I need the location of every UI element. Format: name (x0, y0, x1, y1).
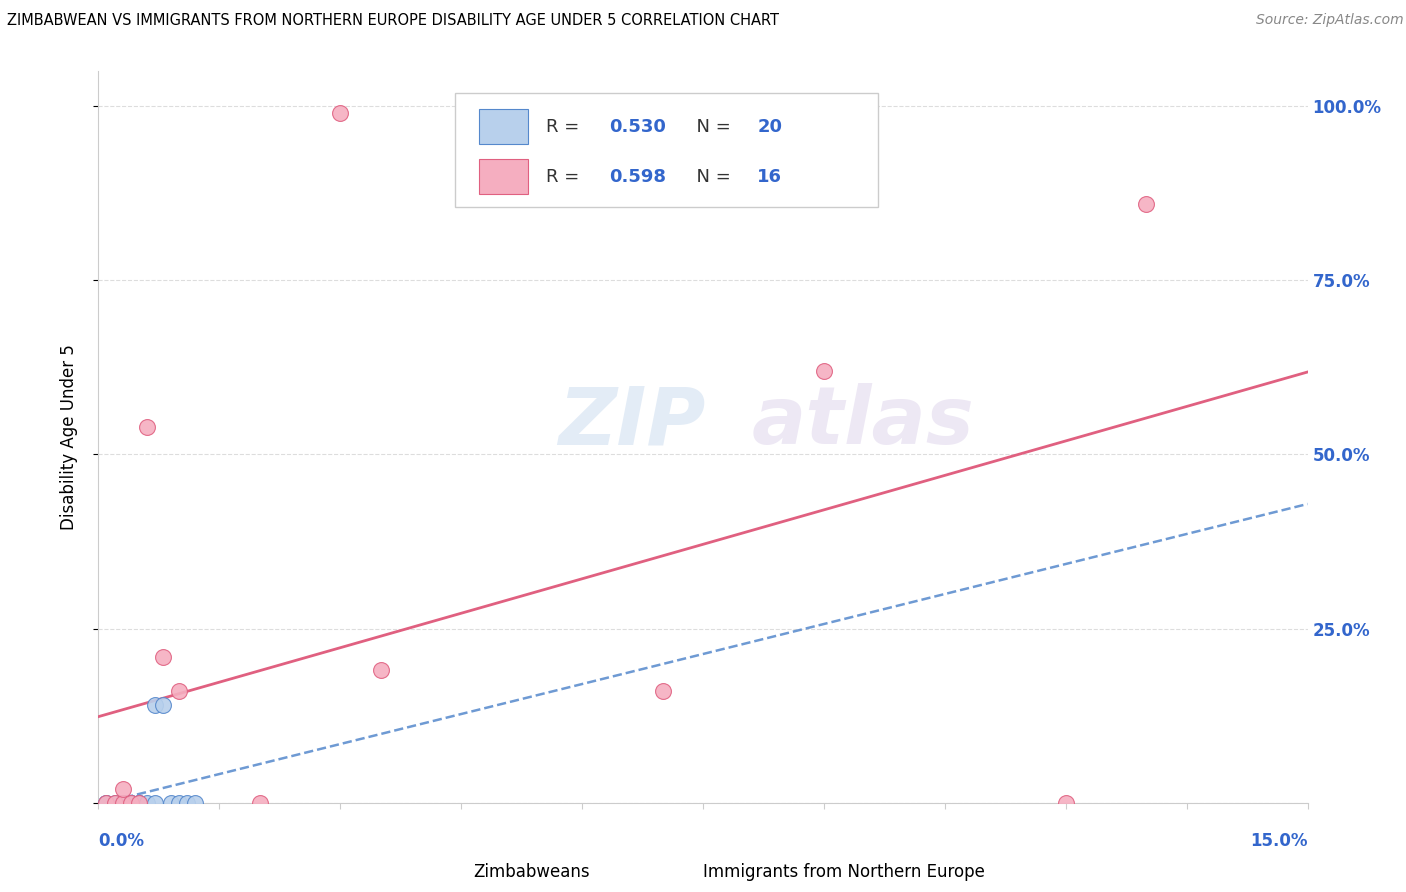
FancyBboxPatch shape (479, 109, 527, 145)
Y-axis label: Disability Age Under 5: Disability Age Under 5 (59, 344, 77, 530)
Text: 16: 16 (758, 168, 782, 186)
Point (160, 796, 183, 810)
Point (370, 664, 392, 678)
Text: ZIP: ZIP (558, 384, 706, 461)
Point (1135, 196, 1157, 211)
Point (329, 106, 352, 120)
Point (120, 796, 142, 810)
Point (128, 796, 150, 810)
Point (176, 796, 198, 810)
Point (813, 364, 835, 378)
Point (96, 796, 118, 810)
Point (120, 796, 142, 810)
FancyBboxPatch shape (456, 94, 879, 207)
Text: R =: R = (546, 168, 585, 186)
Point (120, 796, 142, 810)
Point (167, 796, 190, 810)
Point (143, 698, 166, 713)
Point (152, 698, 174, 713)
Text: Immigrants from Northern Europe: Immigrants from Northern Europe (703, 863, 984, 881)
FancyBboxPatch shape (655, 861, 693, 884)
Point (184, 796, 207, 810)
Point (96, 796, 118, 810)
Point (111, 796, 134, 810)
Point (111, 796, 134, 810)
Text: ZIMBABWEAN VS IMMIGRANTS FROM NORTHERN EUROPE DISABILITY AGE UNDER 5 CORRELATION: ZIMBABWEAN VS IMMIGRANTS FROM NORTHERN E… (7, 13, 779, 29)
Text: Source: ZipAtlas.com: Source: ZipAtlas.com (1256, 13, 1403, 28)
Text: 0.598: 0.598 (609, 168, 665, 186)
Point (128, 796, 150, 810)
Point (1054, 796, 1077, 810)
Text: N =: N = (685, 168, 737, 186)
Text: 20: 20 (758, 118, 782, 136)
Text: N =: N = (685, 118, 737, 136)
Point (111, 781, 134, 796)
Point (135, 796, 157, 810)
Point (651, 684, 673, 698)
Point (111, 796, 134, 810)
Text: R =: R = (546, 118, 585, 136)
Point (152, 649, 174, 664)
Text: atlas: atlas (751, 384, 974, 461)
Point (128, 796, 150, 810)
Point (103, 796, 125, 810)
Point (128, 796, 150, 810)
Text: 0.0%: 0.0% (98, 832, 145, 850)
Point (249, 796, 271, 810)
Text: Zimbabweans: Zimbabweans (474, 863, 591, 881)
Point (135, 419, 157, 434)
Text: 0.530: 0.530 (609, 118, 665, 136)
Point (167, 684, 190, 698)
Point (143, 796, 166, 810)
Point (103, 796, 125, 810)
Point (111, 796, 134, 810)
Text: 15.0%: 15.0% (1250, 832, 1308, 850)
Point (120, 796, 142, 810)
Point (96, 796, 118, 810)
FancyBboxPatch shape (479, 159, 527, 194)
FancyBboxPatch shape (425, 861, 464, 884)
